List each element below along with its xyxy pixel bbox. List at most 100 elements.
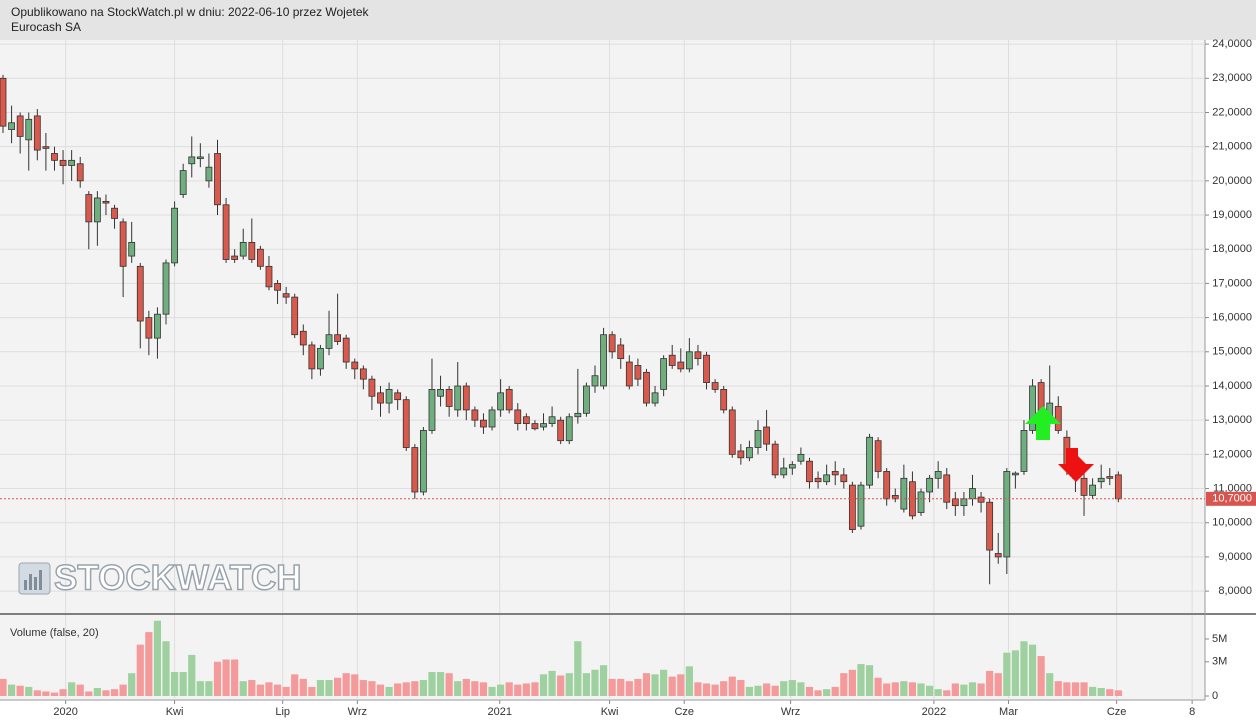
candle-body (831, 471, 839, 476)
candle-body (583, 385, 590, 414)
x-tick-label: 8 (1189, 706, 1195, 718)
candle-body (883, 471, 891, 500)
candle-body (608, 334, 616, 353)
candle-body (102, 200, 110, 204)
volume-bar (33, 690, 41, 697)
volume-bar (977, 683, 985, 697)
candle-body (694, 351, 702, 360)
volume-bar (1011, 650, 1019, 697)
candle-body (402, 399, 410, 448)
volume-bar (883, 683, 891, 697)
candle-body (497, 392, 505, 411)
candle-body (591, 375, 599, 387)
volume-bar (110, 689, 119, 697)
volume-bar (102, 690, 110, 697)
last-price-label: 10,7000 (1212, 493, 1252, 505)
candle-body (282, 293, 290, 298)
x-tick-label: Cze (1107, 706, 1127, 718)
y-tick-label: 8,0000 (1218, 585, 1252, 597)
volume-bar (874, 677, 882, 697)
candle-body (308, 344, 316, 370)
volume-bar (762, 683, 771, 697)
candle-body (574, 412, 582, 418)
volume-bar (231, 659, 239, 697)
volume-bar (368, 681, 376, 697)
y-tick-label: 19,0000 (1212, 209, 1252, 221)
volume-bar (239, 681, 247, 697)
candle-body (711, 382, 719, 390)
volume-bar (145, 632, 153, 697)
x-tick-label: Kwi (166, 706, 184, 718)
volume-bar (419, 680, 428, 697)
volume-bar (394, 683, 402, 697)
volume-bar (25, 686, 33, 697)
candle-body (951, 498, 959, 507)
volume-bar (634, 678, 642, 697)
volume-bar (42, 691, 50, 697)
volume-bar (342, 673, 350, 697)
candle-body (668, 354, 676, 366)
volume-bar (299, 678, 307, 697)
volume-bar (660, 669, 668, 697)
volume-bar (677, 674, 685, 697)
candle-body (874, 440, 882, 472)
volume-bar (685, 666, 693, 697)
header-band (0, 0, 1256, 40)
volume-bar (1046, 673, 1054, 697)
x-tick-label: Cze (674, 706, 694, 718)
y-tick-label: 11,0000 (1213, 482, 1252, 494)
volume-bar (531, 682, 539, 697)
volume-bar (651, 674, 659, 697)
x-tick-label: Mar (999, 706, 1018, 718)
volume-bar (642, 673, 651, 697)
watermark: STOCKWATCH (54, 558, 302, 597)
volume-bar (213, 661, 222, 697)
volume-bar (188, 654, 196, 697)
candle-body (771, 443, 779, 476)
candle-body (488, 409, 496, 428)
candle-body (746, 447, 753, 459)
volume-bar (917, 683, 925, 697)
candle-body (462, 385, 470, 411)
candle-body (317, 347, 324, 370)
candle-body (256, 248, 264, 267)
candle-body (857, 484, 865, 527)
volume-bar (334, 677, 342, 697)
candle-body (377, 392, 384, 404)
candle-body (299, 330, 307, 346)
candle-body (359, 368, 367, 380)
volume-bar (471, 681, 479, 697)
x-tick-label: Wrz (348, 706, 367, 718)
candle-body (1106, 476, 1114, 479)
volume-bar (831, 686, 839, 697)
volume-bar (908, 682, 917, 697)
candle-body (471, 409, 479, 421)
candle-body (342, 337, 350, 363)
candle-body (0, 77, 7, 127)
candle-body (728, 409, 736, 455)
candle-body (411, 447, 419, 493)
candle-body (33, 115, 41, 151)
volume-bar (85, 691, 93, 697)
volume-bar (780, 681, 788, 697)
candle-body (454, 385, 462, 411)
candle-body (325, 334, 333, 349)
candle-body (119, 221, 127, 267)
x-tick-label: Lip (275, 706, 290, 718)
candle-body (111, 207, 118, 219)
candle-body (720, 389, 728, 411)
volume-bar (273, 684, 282, 697)
volume-bar (265, 682, 273, 697)
volume-bar (385, 686, 393, 697)
candle-body (145, 317, 153, 339)
volume-bar (479, 682, 488, 697)
volume-bar (1028, 644, 1037, 697)
y-tick-label: 10,0000 (1212, 517, 1252, 529)
volume-bar (1037, 656, 1045, 697)
candle-body (239, 241, 247, 257)
candle-body (651, 392, 659, 404)
y-tick-label: 21,0000 (1212, 141, 1252, 153)
volume-bar (205, 681, 213, 697)
y2-tick-label: 3M (1212, 656, 1227, 668)
candle-body (565, 416, 573, 442)
